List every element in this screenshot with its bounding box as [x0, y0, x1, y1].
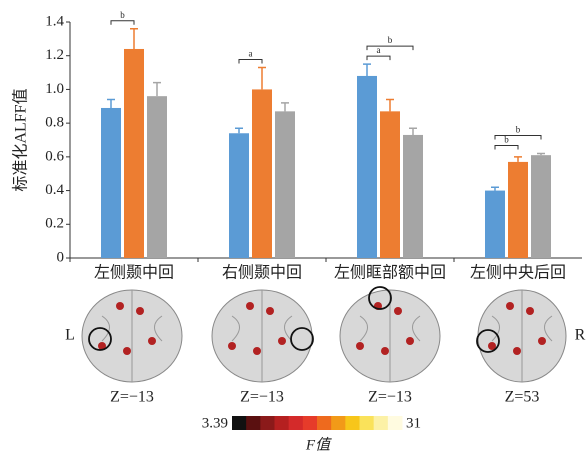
significance-bracket: [367, 46, 413, 50]
activation-spot: [356, 342, 364, 350]
panel-label: Z=−13: [240, 389, 284, 406]
panel-label: Z=−13: [368, 389, 412, 406]
colorbar-swatch: [345, 416, 360, 430]
activation-spot: [406, 337, 414, 345]
activation-spot: [506, 302, 514, 310]
x-tick-label: 左侧眶部额中回: [334, 264, 446, 282]
activation-spot: [123, 347, 131, 355]
colorbar-swatch: [246, 416, 261, 430]
colorbar-max: 31: [406, 415, 421, 431]
y-tick-label: 0: [57, 249, 65, 265]
error-bar: [409, 128, 417, 135]
error-bar: [153, 83, 161, 96]
activation-spot: [526, 307, 534, 315]
colorbar-swatch: [388, 416, 403, 430]
significance-bracket: [495, 145, 518, 149]
error-bar: [363, 64, 371, 76]
x-tick-label: 左侧颞中回: [94, 264, 174, 282]
activation-spot: [246, 302, 254, 310]
bar: [124, 49, 144, 258]
significance-bracket: [239, 60, 262, 64]
activation-spot: [136, 307, 144, 315]
bar: [101, 108, 121, 258]
significance-bracket: [495, 135, 541, 139]
y-tick-label: 0.2: [45, 216, 64, 232]
y-tick-label: 0.6: [45, 148, 64, 164]
error-bar: [258, 68, 266, 90]
error-bar: [514, 157, 522, 162]
activation-spot: [513, 347, 521, 355]
error-bar: [491, 187, 499, 190]
significance-label: b: [516, 125, 521, 135]
y-tick-label: 0.8: [45, 115, 64, 131]
x-tick-label: 左侧中央后回: [470, 264, 566, 282]
error-bar: [537, 153, 545, 155]
significance-bracket: [367, 56, 390, 60]
activation-spot: [253, 347, 261, 355]
bar: [229, 133, 249, 258]
bar: [380, 111, 400, 258]
bar: [485, 191, 505, 258]
bar: [531, 155, 551, 258]
significance-label: a: [377, 45, 381, 55]
colorbar-swatch: [331, 416, 346, 430]
activation-spot: [148, 337, 156, 345]
activation-spot: [228, 342, 236, 350]
activation-spot: [278, 337, 286, 345]
error-bar: [281, 103, 289, 111]
chart: 标准化ALFF值 0 0.2 0.4 0.6 0.8 1.0 1.2 1.4 左侧颞中回 b 右侧颞…: [0, 0, 588, 454]
colorbar-swatch: [374, 416, 389, 430]
significance-label: b: [504, 135, 509, 145]
colorbar-label: F值: [305, 436, 332, 453]
activation-spot: [394, 307, 402, 315]
colorbar-swatch: [232, 416, 247, 430]
bar: [403, 135, 423, 258]
y-axis-label: 标准化ALFF值: [12, 88, 30, 191]
bar: [275, 111, 295, 258]
bar: [252, 89, 272, 258]
panel-label: Z=−13: [110, 389, 154, 406]
colorbar-swatch: [275, 416, 290, 430]
colorbar-swatch: [360, 416, 375, 430]
panel-label: Z=53: [505, 389, 540, 406]
error-bar: [130, 29, 138, 49]
error-bar: [107, 100, 115, 108]
y-tick-label: 1.2: [45, 47, 64, 63]
activation-spot: [116, 302, 124, 310]
colorbar-swatch: [317, 416, 332, 430]
error-bar: [386, 100, 394, 112]
activation-spot: [538, 337, 546, 345]
y-tick-label: 0.4: [45, 182, 64, 198]
significance-label: a: [249, 49, 253, 59]
colorbar-swatch: [289, 416, 304, 430]
activation-spot: [266, 307, 274, 315]
significance-bracket: [111, 21, 134, 25]
colorbar-swatch: [303, 416, 318, 430]
bar: [147, 96, 167, 258]
side-label: R: [575, 327, 586, 344]
significance-label: b: [388, 35, 393, 45]
significance-label: b: [120, 10, 125, 20]
y-tick-label: 1.0: [45, 81, 64, 97]
y-tick-label: 1.4: [45, 13, 64, 29]
bar: [508, 162, 528, 258]
x-tick-label: 右侧颞中回: [222, 264, 302, 282]
bar: [357, 76, 377, 258]
colorbar-swatch: [260, 416, 275, 430]
error-bar: [235, 128, 243, 133]
side-label: L: [65, 327, 75, 344]
colorbar-min: 3.39: [202, 415, 228, 431]
activation-spot: [381, 347, 389, 355]
